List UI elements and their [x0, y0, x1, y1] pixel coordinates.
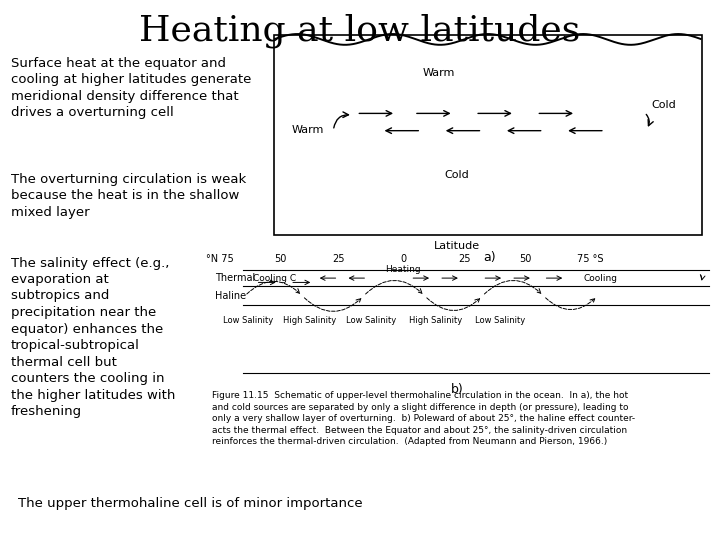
Text: 25: 25 [332, 254, 345, 264]
Text: The upper thermohaline cell is of minor importance: The upper thermohaline cell is of minor … [18, 497, 363, 510]
Text: b): b) [451, 383, 464, 396]
Text: High Salinity: High Salinity [283, 316, 336, 325]
Text: Low Salinity: Low Salinity [223, 316, 274, 325]
Text: Low Salinity: Low Salinity [346, 316, 396, 325]
Text: Latitude: Latitude [434, 241, 480, 251]
Text: Surface heat at the equator and
cooling at higher latitudes generate
meridional : Surface heat at the equator and cooling … [11, 57, 251, 119]
Text: Warm: Warm [292, 125, 324, 134]
Bar [274, 35, 702, 235]
Text: 50: 50 [274, 254, 287, 264]
Text: Cold: Cold [445, 171, 469, 180]
Text: Low Salinity: Low Salinity [475, 316, 526, 325]
Text: Heating: Heating [385, 265, 421, 274]
Text: The salinity effect (e.g.,
evaporation at
subtropics and
precipitation near the
: The salinity effect (e.g., evaporation a… [11, 256, 175, 418]
Text: Figure 11.15  Schematic of upper-level thermohaline circulation in the ocean.  I: Figure 11.15 Schematic of upper-level th… [212, 392, 636, 446]
Text: Thermal: Thermal [215, 273, 255, 283]
Text: Heating at low latitudes: Heating at low latitudes [140, 14, 580, 48]
Text: 75 °S: 75 °S [577, 254, 603, 264]
Text: Haline: Haline [215, 291, 246, 301]
Text: Cooling: Cooling [583, 274, 617, 282]
Text: The overturning circulation is weak
because the heat is in the shallow
mixed lay: The overturning circulation is weak beca… [11, 173, 246, 219]
Text: Cooling C: Cooling C [253, 274, 297, 282]
Text: High Salinity: High Salinity [409, 316, 462, 325]
Text: 25: 25 [458, 254, 471, 264]
Text: 50: 50 [519, 254, 532, 264]
Text: 0: 0 [400, 254, 406, 264]
Text: Cold: Cold [652, 100, 676, 110]
Text: °N 75: °N 75 [206, 254, 233, 264]
Text: a): a) [483, 251, 496, 264]
Text: Warm: Warm [423, 68, 455, 78]
